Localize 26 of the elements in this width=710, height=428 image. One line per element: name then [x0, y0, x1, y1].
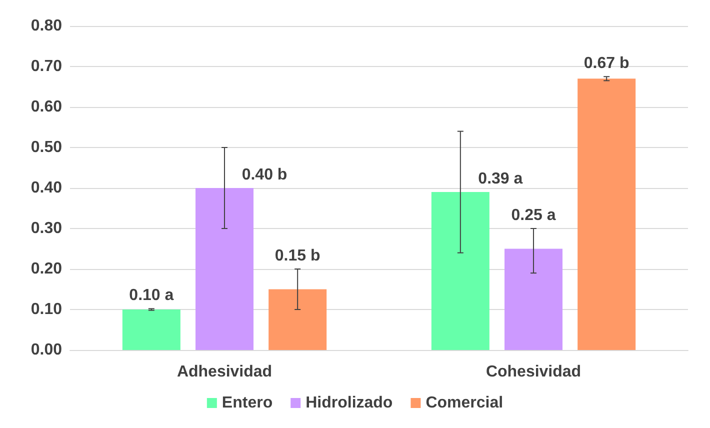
- data-label: 0.15 b: [274, 248, 320, 264]
- y-tick-label: 0.20: [30, 260, 62, 278]
- legend-label: Entero: [222, 394, 273, 412]
- y-tick-label: 0.40: [30, 180, 62, 196]
- bar: [196, 188, 254, 350]
- y-tick-label: 0.80: [30, 18, 62, 34]
- data-label: 0.10 a: [129, 287, 174, 304]
- bar: [122, 310, 180, 350]
- data-label: 0.40 b: [242, 166, 288, 184]
- y-tick-label: 0.10: [30, 301, 62, 318]
- legend-label: Comercial: [426, 394, 504, 412]
- bar: [578, 78, 636, 350]
- legend-label: Hidrolizado: [306, 394, 393, 412]
- bar: [268, 289, 327, 350]
- y-tick-label: 0.60: [30, 98, 62, 116]
- data-label: 0.25 a: [511, 207, 556, 224]
- x-tick-label: Adhesividad: [176, 364, 272, 380]
- bar: [431, 192, 490, 350]
- data-label: 0.39 a: [478, 170, 523, 188]
- y-tick-label: 0.70: [30, 58, 62, 75]
- bar: [504, 248, 562, 350]
- y-tick-label: 0.00: [30, 342, 62, 358]
- x-tick-label: Cohesividad: [486, 364, 582, 380]
- y-tick-label: 0.50: [30, 139, 62, 156]
- data-label: 0.67 b: [584, 55, 630, 72]
- y-tick-label: 0.30: [30, 220, 62, 237]
